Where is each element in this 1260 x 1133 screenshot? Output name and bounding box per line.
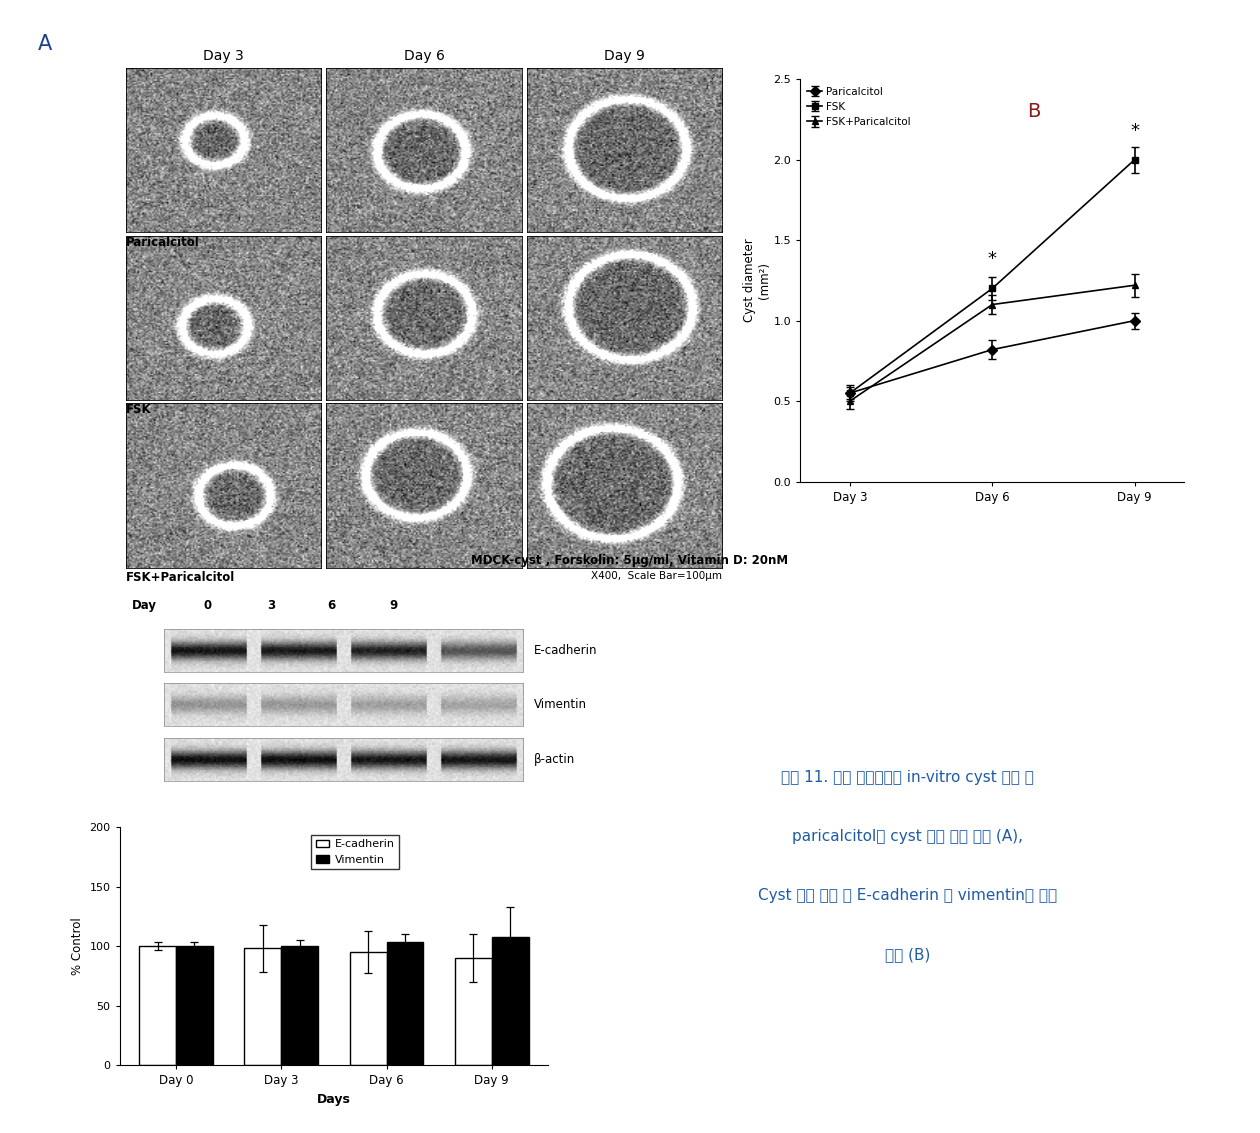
Bar	[244, 948, 281, 1065]
Bar	[176, 946, 213, 1065]
Y-axis label: Cyst diameter
(mm²): Cyst diameter (mm²)	[742, 239, 771, 322]
Text: paricalcitol의 cyst 형성 억제 효과 (A),: paricalcitol의 cyst 형성 억제 효과 (A),	[791, 829, 1023, 844]
Bar	[387, 943, 423, 1065]
Text: Day: Day	[132, 599, 158, 612]
Text: 9: 9	[389, 599, 397, 612]
Text: FSK+Paricalcitol: FSK+Paricalcitol	[126, 571, 236, 583]
Text: 3: 3	[267, 599, 275, 612]
Text: Cyst 형성 과정 중 E-cadherin 및 vimentin의 발현: Cyst 형성 과정 중 E-cadherin 및 vimentin의 발현	[757, 888, 1057, 903]
Text: Paricalcitol: Paricalcitol	[126, 236, 200, 248]
Text: MDCK-cyst , Forskolin: 5μg/ml, Vitamin D: 20nM: MDCK-cyst , Forskolin: 5μg/ml, Vitamin D…	[471, 554, 789, 568]
Text: B: B	[1027, 102, 1041, 121]
Text: *: *	[988, 249, 997, 267]
Bar	[350, 952, 387, 1065]
Text: 그림 11. 신장 상피세포의 in-vitro cyst 형성 및: 그림 11. 신장 상피세포의 in-vitro cyst 형성 및	[781, 770, 1033, 785]
Text: Day 6: Day 6	[403, 50, 445, 63]
Bar	[491, 937, 529, 1065]
Text: A: A	[38, 34, 52, 54]
X-axis label: Days: Days	[318, 1092, 350, 1106]
Legend: Paricalcitol, FSK, FSK+Paricalcitol: Paricalcitol, FSK, FSK+Paricalcitol	[805, 85, 912, 129]
Text: X400,  Scale Bar=100μm: X400, Scale Bar=100μm	[591, 571, 722, 581]
Text: Day 9: Day 9	[604, 50, 645, 63]
Text: Day 3: Day 3	[203, 50, 244, 63]
Text: 0: 0	[204, 599, 212, 612]
Text: 6: 6	[328, 599, 335, 612]
Bar	[455, 957, 491, 1065]
Text: *: *	[1130, 122, 1139, 140]
Text: E-cadherin: E-cadherin	[534, 644, 597, 657]
Text: Vimentin: Vimentin	[534, 698, 587, 712]
Text: β-actin: β-actin	[534, 752, 575, 766]
Legend: E-cadherin, Vimentin: E-cadherin, Vimentin	[311, 835, 399, 869]
Bar	[139, 946, 176, 1065]
Text: 변화 (B): 변화 (B)	[885, 947, 930, 962]
Text: FSK: FSK	[126, 403, 151, 416]
Bar	[281, 946, 318, 1065]
Y-axis label: % Control: % Control	[71, 918, 84, 974]
